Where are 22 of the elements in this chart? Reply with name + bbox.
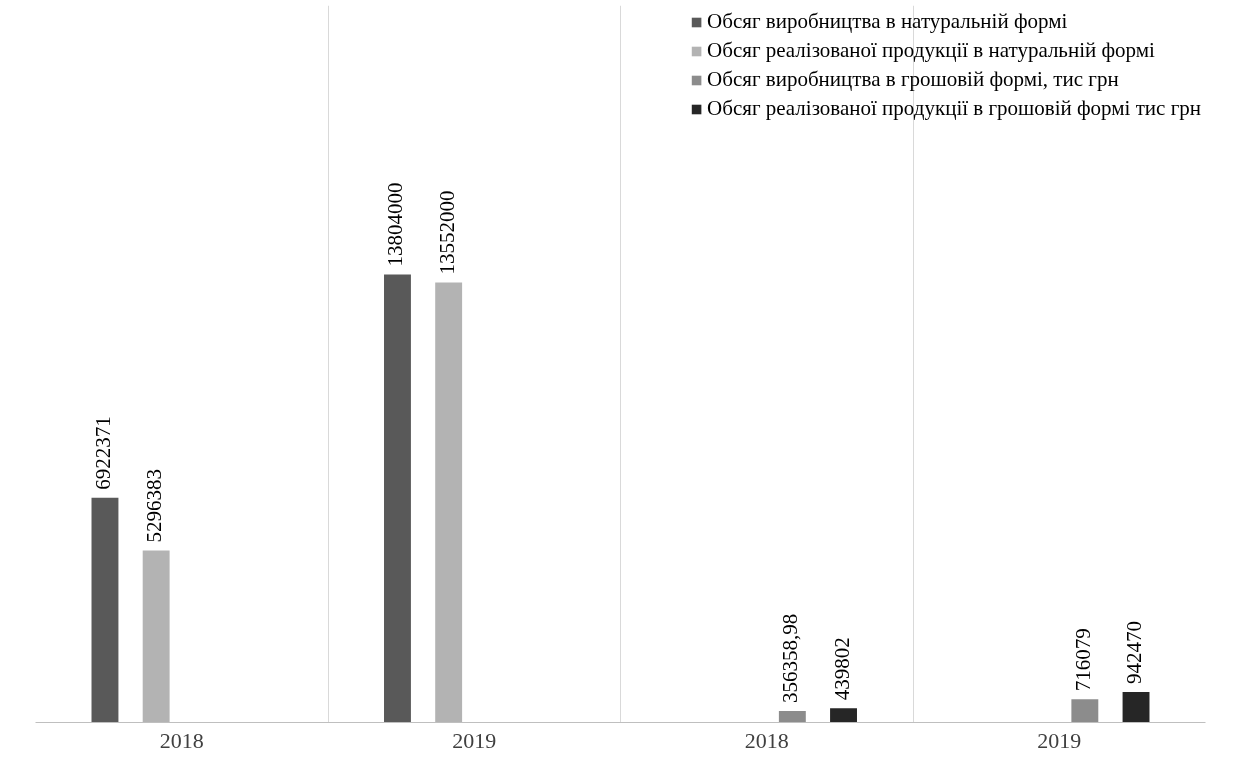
legend-label: Обсяг реалізованої продукції в натуральній формі bbox=[707, 38, 1155, 63]
x-tick-label: 2018 bbox=[744, 727, 789, 753]
data-label: 942470 bbox=[1122, 620, 1147, 684]
x-tick-label: 2019 bbox=[1037, 727, 1082, 753]
bar bbox=[384, 274, 411, 723]
x-tick-label: 2019 bbox=[452, 727, 497, 753]
bar bbox=[1122, 691, 1150, 723]
data-label: 13552000 bbox=[434, 190, 459, 275]
legend-label: Обсяг виробництва в натуральній формі bbox=[707, 9, 1068, 34]
x-tick-label: 2018 bbox=[159, 727, 204, 753]
data-label: 5296383 bbox=[142, 469, 167, 543]
bar bbox=[830, 708, 857, 723]
legend-label: Обсяг виробництва в грошовій формі, тис грн bbox=[707, 67, 1119, 92]
bar bbox=[1071, 699, 1099, 723]
bar bbox=[778, 710, 806, 723]
data-label: 13804000 bbox=[383, 182, 408, 267]
data-label: 356358,98 bbox=[778, 613, 803, 703]
bar bbox=[91, 497, 119, 723]
data-label: 716079 bbox=[1070, 628, 1095, 692]
data-label: 6922371 bbox=[90, 416, 115, 490]
data-label: 439802 bbox=[829, 637, 854, 701]
legend-label: Обсяг реалізованої продукції в грошовій формі тис грн bbox=[707, 96, 1201, 121]
